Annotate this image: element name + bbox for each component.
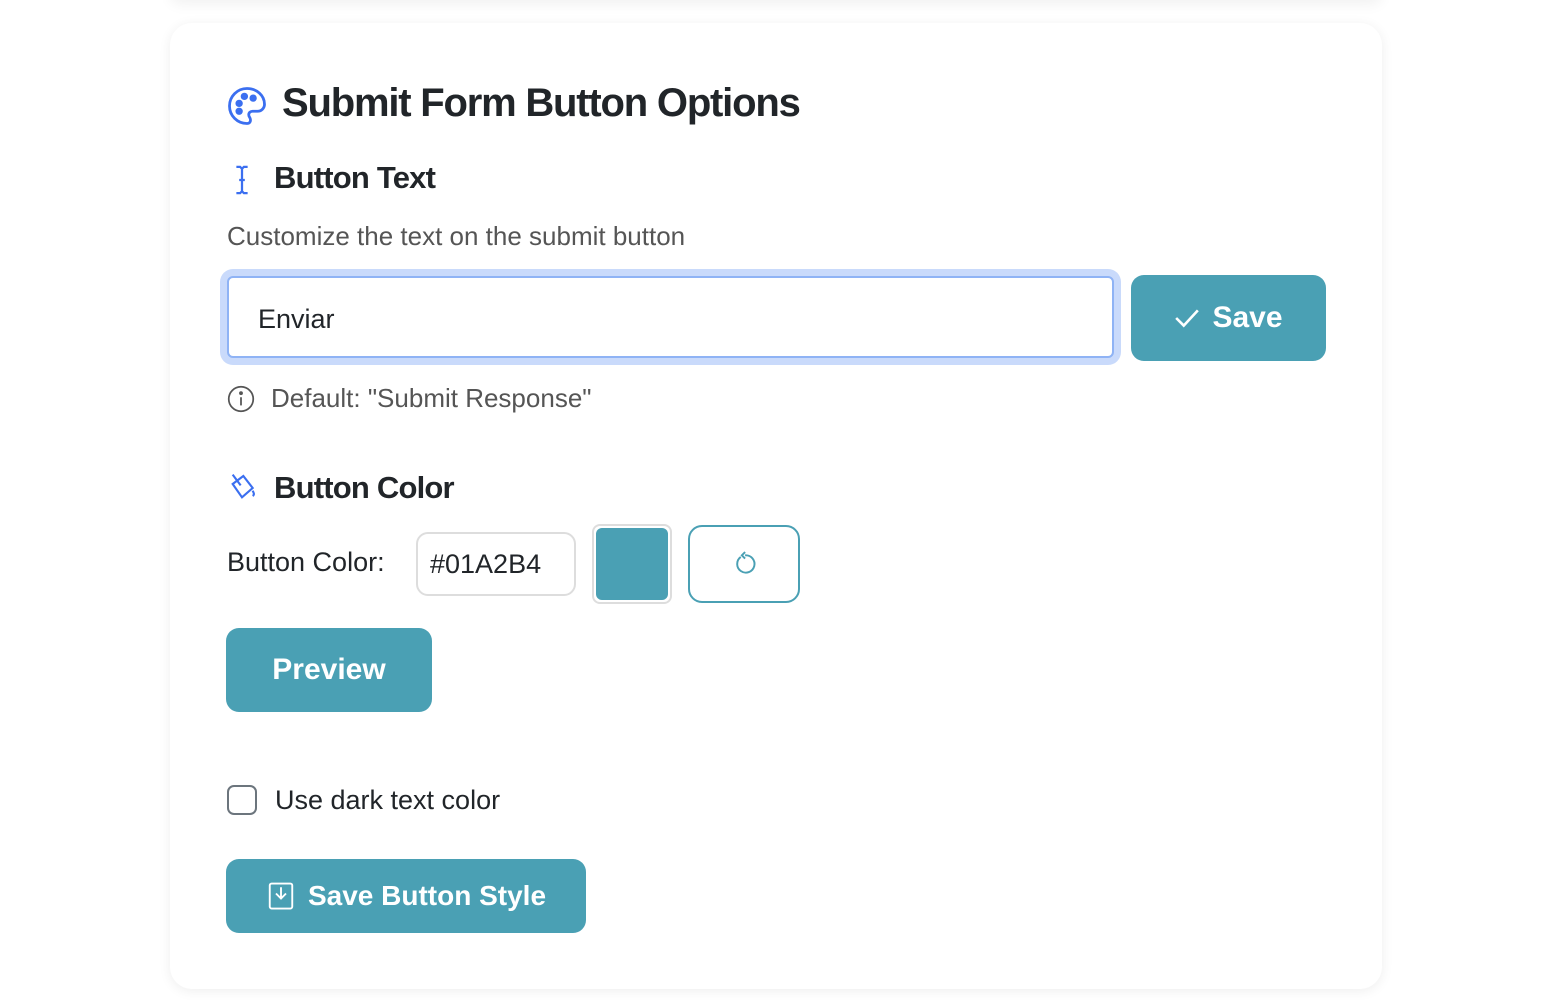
button-color-label: Button Color: — [227, 547, 385, 577]
text-cursor-icon — [236, 165, 248, 195]
button-text-input[interactable]: Enviar — [227, 276, 1114, 358]
palette-icon — [228, 87, 266, 125]
reset-icon — [736, 551, 756, 574]
dark-text-label[interactable]: Use dark text color — [275, 785, 501, 815]
button-options-card: Submit Form Button Options Button Text C… — [170, 23, 1382, 989]
hint-text: Default: "Submit Response" — [271, 383, 592, 413]
reset-color-button[interactable] — [688, 525, 800, 603]
save-style-label: Save Button Style — [307, 880, 547, 911]
button-color-heading: Button Color — [274, 470, 455, 505]
default-hint: Default: "Submit Response" — [227, 383, 592, 414]
info-icon — [227, 385, 255, 412]
button-text-heading: Button Text — [274, 160, 436, 195]
color-swatch-picker[interactable] — [592, 524, 672, 604]
dark-text-checkbox[interactable] — [227, 785, 257, 815]
page-title: Submit Form Button Options — [282, 81, 801, 125]
paint-bucket-icon — [231, 474, 255, 499]
save-button-style-button[interactable]: Save Button Style — [226, 859, 586, 933]
hex-color-input[interactable]: #01A2B4 — [416, 532, 576, 596]
check-icon — [1175, 309, 1200, 328]
color-swatch-fill — [596, 528, 668, 600]
button-text-description: Customize the text on the submit button — [227, 221, 686, 251]
preview-button[interactable]: Preview — [226, 628, 432, 712]
save-label: Save — [1212, 301, 1283, 334]
save-download-icon — [268, 882, 294, 910]
save-text-button[interactable]: Save — [1131, 275, 1326, 361]
